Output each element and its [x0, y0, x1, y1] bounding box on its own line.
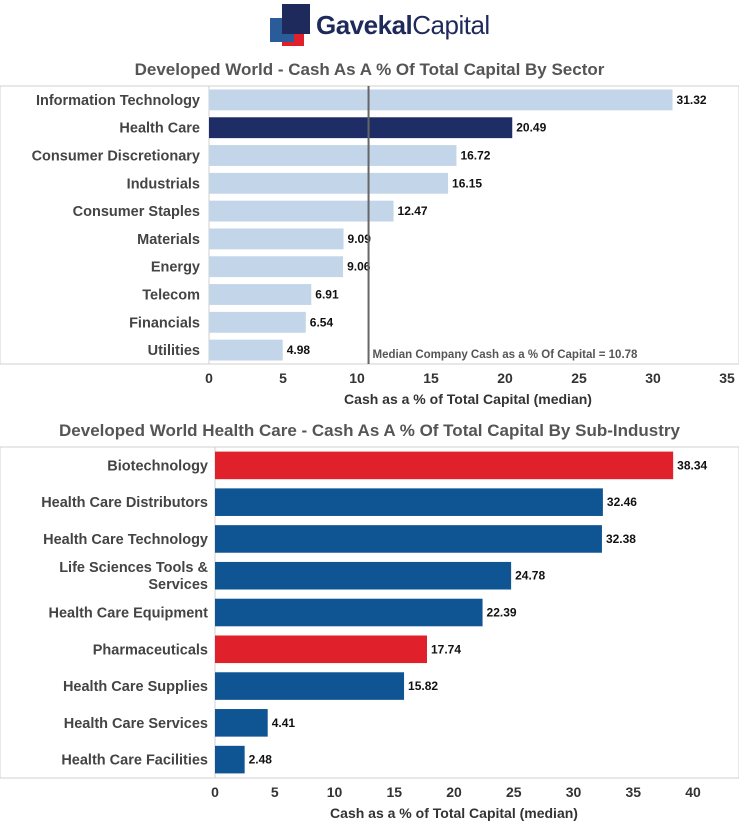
data-label: 15.82 [408, 679, 438, 693]
bar [209, 339, 283, 361]
brand-name-bold: Gavekal [316, 10, 413, 40]
data-label: 6.91 [315, 288, 339, 302]
x-tick-label: 35 [625, 784, 641, 800]
data-label: 20.49 [516, 121, 546, 135]
x-tick-label: 5 [271, 784, 279, 800]
bar [215, 488, 603, 516]
category-label: Information Technology [36, 93, 200, 109]
data-label: 4.98 [287, 343, 311, 357]
category-label: Telecom [142, 288, 200, 304]
chart-2-title: Developed World Health Care - Cash As A … [59, 421, 680, 440]
data-label: 12.47 [398, 204, 428, 218]
logo-mark-icon [270, 4, 310, 46]
category-label: Life Sciences Tools & [59, 560, 208, 576]
bar [209, 145, 457, 166]
chart-1-title: Developed World - Cash As A % Of Total C… [134, 60, 605, 79]
x-tick-label: 30 [645, 370, 661, 386]
data-label: 16.15 [452, 176, 482, 190]
data-label: 6.54 [310, 315, 334, 329]
bar [209, 284, 312, 305]
category-label: Industrials [127, 176, 200, 192]
data-label: 38.34 [677, 458, 707, 472]
bar [215, 672, 405, 700]
category-label: Energy [151, 260, 200, 276]
category-label: Health Care Services [64, 716, 208, 732]
bar [209, 228, 344, 250]
x-axis-title: Cash as a % of Total Capital (median) [330, 805, 578, 821]
bar [215, 635, 427, 664]
bar [209, 89, 673, 111]
category-label: Materials [137, 232, 200, 248]
x-tick-label: 0 [205, 370, 213, 386]
x-tick-label: 0 [211, 784, 219, 800]
bar [215, 745, 245, 774]
bar [209, 172, 449, 194]
data-label: 32.38 [606, 532, 636, 546]
bar [215, 709, 268, 737]
data-label: 32.46 [607, 495, 637, 509]
bar [215, 451, 674, 480]
x-tick-label: 25 [571, 370, 587, 386]
category-label: Health Care Equipment [48, 606, 208, 622]
brand-name: GavekalCapital [316, 10, 490, 41]
median-annotation: Median Company Cash as a % Of Capital = … [373, 349, 639, 361]
data-label: 4.41 [272, 716, 296, 730]
data-label: 24.78 [515, 569, 545, 583]
x-tick-label: 10 [327, 784, 343, 800]
data-label: 9.06 [347, 260, 371, 274]
bar [209, 256, 344, 278]
x-tick-label: 40 [685, 784, 701, 800]
category-label: Financials [129, 315, 200, 331]
x-tick-label: 20 [497, 370, 513, 386]
x-axis-title: Cash as a % of Total Capital (median) [344, 391, 592, 407]
category-label: Pharmaceuticals [93, 642, 208, 658]
x-tick-label: 25 [506, 784, 522, 800]
bar [209, 200, 394, 222]
bar [215, 598, 483, 627]
category-label: Consumer Staples [73, 204, 200, 220]
data-label: 2.48 [249, 753, 273, 767]
category-label: Health Care Distributors [41, 495, 208, 511]
bar [209, 311, 306, 333]
sector-cash-bar-chart: 31.32 Information Technology 20.49 Health C… [0, 85, 739, 407]
data-label: 16.72 [460, 149, 490, 163]
x-tick-label: 20 [446, 784, 462, 800]
brand-name-regular: Capital [412, 10, 490, 40]
x-tick-label: 5 [279, 370, 287, 386]
data-label: 9.09 [348, 232, 372, 246]
data-label: 17.74 [431, 642, 461, 656]
category-label: Health Care Technology [43, 532, 208, 548]
x-tick-label: 10 [349, 370, 365, 386]
bar [215, 561, 512, 590]
category-label: Services [148, 577, 208, 593]
x-tick-label: 15 [386, 784, 402, 800]
data-label: 22.39 [487, 606, 517, 620]
category-label: Biotechnology [107, 458, 208, 474]
category-label: Utilities [148, 343, 200, 359]
category-label: Health Care Supplies [63, 679, 208, 695]
data-label: 31.32 [677, 93, 707, 107]
bar [209, 117, 513, 139]
gavekal-logo: GavekalCapital [268, 4, 490, 50]
x-tick-label: 35 [719, 370, 735, 386]
x-tick-label: 30 [566, 784, 582, 800]
category-label: Health Care Facilities [61, 753, 208, 769]
bar [215, 525, 602, 553]
x-tick-label: 15 [423, 370, 439, 386]
category-label: Consumer Discretionary [32, 149, 200, 165]
category-label: Health Care [119, 121, 200, 137]
